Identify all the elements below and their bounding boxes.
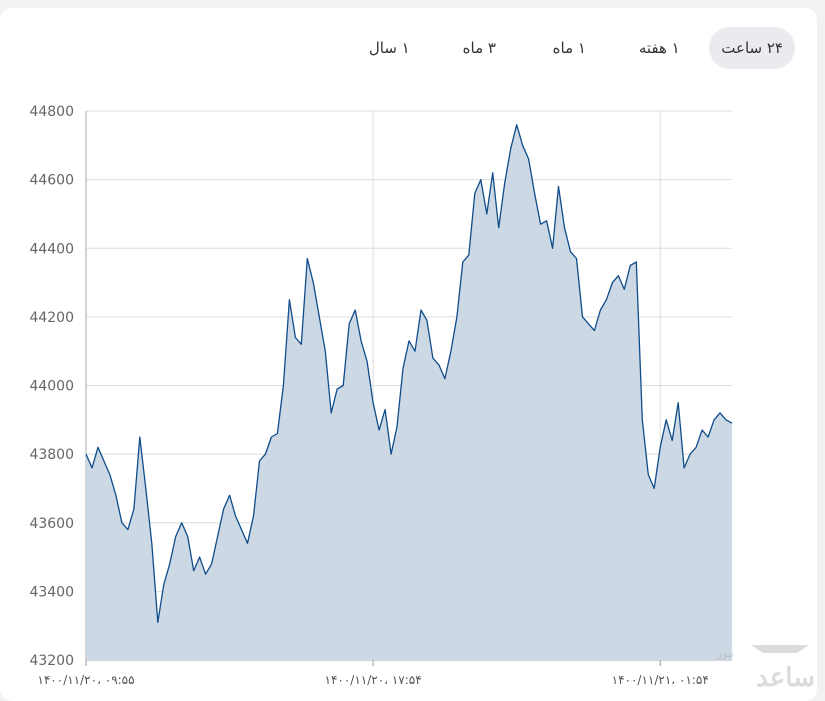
tab-3m[interactable]: ۳ ماه (462, 39, 496, 57)
y-tick-label: 43800 (29, 447, 74, 463)
y-tick-label: 44400 (29, 241, 74, 257)
y-tick-label: 44200 (29, 310, 74, 326)
tab-24h[interactable]: ۲۴ ساعت (709, 27, 795, 69)
x-tick-label: ۱۷:۵۴ ،۱۴۰۰/۱۱/۲۰ (325, 673, 422, 687)
graduation-cap-icon (751, 645, 809, 669)
watermark-text: ساعد (756, 663, 815, 693)
x-tick-label: ۰۱:۵۴ ،۱۴۰۰/۱۱/۲۱ (612, 673, 709, 687)
y-tick-label: 43200 (29, 653, 74, 669)
y-tick-label: 43400 (29, 584, 74, 600)
x-tick-label: ۰۹:۵۵ ،۱۴۰۰/۱۱/۲۰ (37, 673, 134, 687)
y-tick-label: 44000 (29, 379, 74, 395)
y-tick-label: 44600 (29, 173, 74, 189)
series-line (85, 124, 733, 623)
y-tick-label: 44800 (29, 104, 74, 120)
watermark-logo: نیوز ساعد (711, 645, 815, 695)
tab-1m[interactable]: ۱ ماه (552, 39, 586, 57)
period-tabs: ۲۴ ساعت ۱ هفته ۱ ماه ۳ ماه ۱ سال (349, 26, 795, 70)
y-tick-label: 43600 (29, 516, 74, 532)
tab-1y[interactable]: ۱ سال (368, 39, 410, 57)
series-area (86, 124, 732, 660)
watermark-sub: نیوز (717, 647, 735, 660)
tab-1w[interactable]: ۱ هفته (638, 39, 680, 57)
